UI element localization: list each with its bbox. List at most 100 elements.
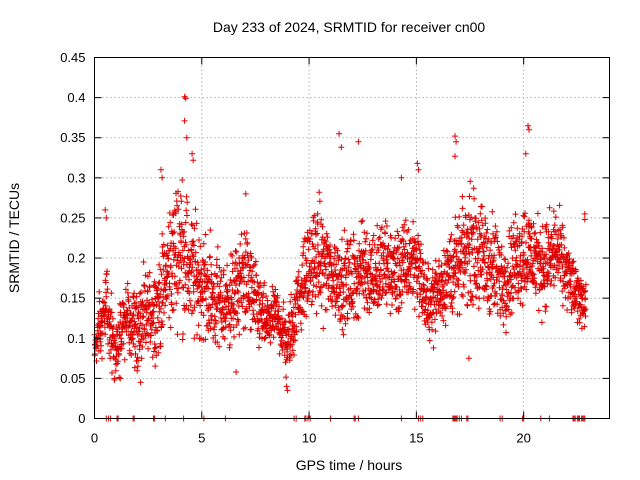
data-point — [244, 239, 251, 246]
data-point — [224, 262, 231, 269]
data-point — [340, 289, 347, 296]
data-point — [512, 238, 519, 245]
data-point — [231, 278, 238, 285]
data-point — [543, 221, 550, 228]
data-point — [502, 256, 509, 263]
data-point — [106, 318, 113, 325]
data-point — [556, 202, 563, 209]
data-point — [448, 257, 455, 263]
data-point — [491, 280, 498, 287]
data-point — [414, 238, 421, 245]
data-point — [466, 241, 473, 248]
data-point — [314, 242, 321, 248]
data-point — [104, 268, 111, 275]
data-point — [451, 288, 458, 295]
data-point — [544, 276, 551, 283]
data-point — [493, 228, 500, 235]
data-point — [407, 271, 414, 278]
data-point — [439, 313, 446, 319]
data-point — [470, 185, 477, 192]
data-point — [211, 313, 218, 320]
data-point — [487, 308, 494, 315]
data-point — [134, 331, 141, 338]
data-point — [124, 280, 131, 287]
data-point — [107, 346, 114, 353]
data-point — [250, 263, 257, 269]
data-point — [449, 308, 456, 315]
data-point — [165, 223, 172, 230]
data-point — [216, 264, 223, 271]
data-point — [475, 305, 482, 312]
data-point — [468, 214, 475, 221]
data-point — [502, 307, 509, 314]
data-point — [478, 271, 485, 278]
data-point — [375, 301, 382, 308]
data-point — [99, 298, 106, 305]
data-point-outlier — [284, 387, 291, 394]
data-point — [551, 282, 557, 289]
data-point — [144, 273, 151, 280]
data-point — [366, 264, 373, 271]
data-point — [553, 231, 560, 238]
data-point — [534, 210, 541, 217]
data-point — [213, 256, 220, 263]
data-point — [292, 337, 299, 344]
data-point — [364, 230, 370, 237]
data-point — [103, 293, 110, 300]
data-point — [132, 343, 138, 350]
data-point — [304, 292, 311, 299]
data-point — [406, 279, 412, 286]
data-point — [181, 228, 188, 235]
data-point — [144, 287, 151, 294]
data-point — [248, 326, 255, 333]
data-point — [394, 255, 401, 262]
data-point — [366, 305, 373, 312]
data-point — [179, 177, 186, 183]
data-point — [475, 267, 482, 274]
data-point — [474, 236, 481, 243]
plot-frame — [94, 57, 610, 419]
data-point — [314, 210, 321, 217]
data-point — [387, 310, 394, 317]
data-point — [536, 242, 542, 249]
data-point-outlier — [526, 126, 532, 133]
data-point — [153, 302, 160, 308]
data-point — [239, 264, 246, 271]
data-point — [197, 302, 204, 309]
data-point — [548, 277, 555, 284]
data-point — [197, 243, 204, 250]
data-point-outlier — [182, 95, 189, 102]
data-point — [157, 343, 164, 350]
data-point — [343, 248, 350, 255]
data-point — [569, 265, 576, 272]
data-point — [244, 252, 251, 259]
data-point — [478, 217, 485, 224]
data-point — [191, 304, 198, 311]
data-point — [137, 339, 144, 345]
data-point — [339, 326, 346, 333]
data-point — [410, 218, 417, 225]
data-point — [139, 343, 146, 350]
data-point — [208, 261, 215, 268]
data-point — [184, 199, 191, 206]
data-point — [354, 258, 361, 265]
data-point — [329, 296, 336, 303]
data-point — [378, 295, 385, 301]
data-point — [255, 283, 262, 290]
data-point — [402, 217, 409, 224]
data-point — [358, 262, 365, 269]
data-point — [466, 251, 473, 258]
data-point — [419, 303, 426, 310]
data-point — [134, 354, 141, 361]
data-point — [191, 335, 198, 342]
data-point — [505, 260, 511, 267]
data-point — [560, 278, 567, 285]
data-point — [244, 307, 250, 314]
data-point — [535, 307, 542, 314]
data-point — [312, 231, 319, 238]
data-point-outlier — [102, 206, 109, 213]
data-point — [206, 320, 213, 327]
data-point — [480, 295, 487, 302]
data-point — [186, 276, 192, 283]
data-point — [297, 304, 304, 311]
